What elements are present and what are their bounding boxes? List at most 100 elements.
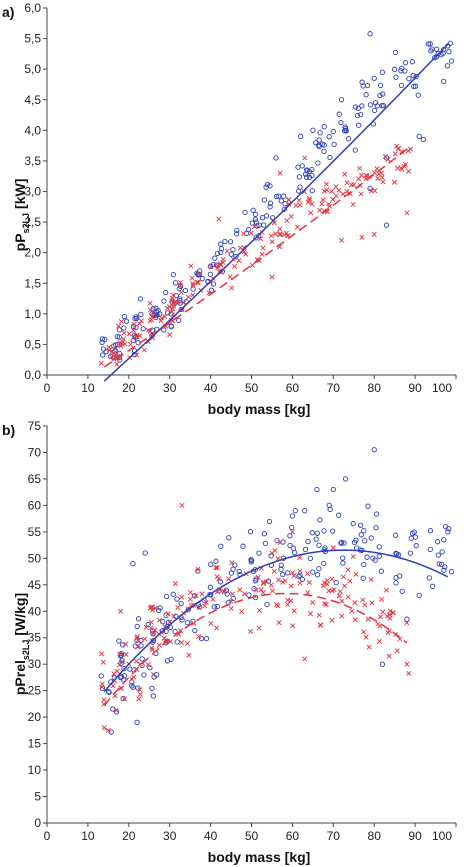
chart-a-point-circle [252,211,259,218]
chart-a-point-circle [392,49,399,56]
chart-b-point-circle [191,593,198,599]
chart-a-x-tick-label: 0 [44,381,51,395]
chart-a-point-cross [189,275,195,281]
chart-b-point-circle [340,560,346,566]
chart-b-point-cross [253,587,259,593]
chart-b-point-circle [278,562,284,568]
chart-a-point-cross [237,245,243,251]
chart-b-point-cross [149,604,155,610]
chart-b-y-tick-label: 65 [28,472,42,486]
chart-a-point-cross [188,263,194,269]
chart-b-point-cross [152,605,159,611]
chart-b-point-cross [228,598,234,604]
chart-a-point-cross [248,230,254,236]
chart-b-point-circle [361,528,367,534]
chart-a-point-cross [109,354,115,360]
chart-a-point-cross [260,245,266,251]
chart-a-x-axis-title: body mass [kg] [208,401,311,417]
chart-a-point-cross [251,224,258,230]
chart-a-point-cross [177,279,183,286]
chart-b-point-circle [368,535,374,541]
chart-b-point-circle [309,530,315,536]
chart-b-y-tick-label: 75 [28,419,42,433]
chart-b-y-tick-label: 15 [28,737,42,751]
chart-b-point-circle [302,508,308,514]
chart-b-point-circle [330,528,336,534]
chart-a-y-tick-label: 0,5 [24,337,41,351]
chart-b-point-circle [174,639,180,645]
chart-a-point-cross [288,213,294,220]
chart-b-point-circle [364,554,370,560]
chart-b-point-cross [353,571,359,577]
chart-b-point-circle [192,627,198,634]
chart-a-point-circle [359,103,365,109]
chart-a-point-circle [150,306,156,312]
chart-b-point-cross [260,579,266,585]
chart-b-point-circle [130,560,136,567]
chart-b-point-cross [156,642,162,648]
chart-b-point-cross [255,574,261,580]
chart-b-point-cross [361,629,367,635]
chart-a-point-cross [277,232,283,238]
chart-b-point-circle [438,561,445,568]
chart-a-y-axis-title-unit: [kW] [12,179,28,209]
chart-b-point-cross [199,591,205,597]
chart-b-point-cross [131,674,137,680]
chart-a-point-circle [172,280,179,286]
chart-b-point-circle [339,539,345,546]
chart-b-point-circle [427,528,434,534]
chart-b-point-circle [149,685,155,692]
chart-a-point-circle [425,41,432,47]
chart-a-point-circle [315,160,321,166]
chart-a-point-cross [173,299,179,305]
chart-b-point-cross [339,598,345,604]
chart-b-point-circle [274,537,280,544]
chart-b-point-circle [248,559,254,565]
chart-a-point-cross [359,234,365,240]
chart-a-point-circle [137,296,144,302]
chart-a-x-tick-label: 80 [368,381,382,395]
chart-a-point-circle [227,239,234,245]
chart-b-point-circle [132,643,138,649]
chart-a-point-circle [415,92,421,98]
chart-b-point-circle [142,550,148,556]
chart-a-point-cross [286,201,292,207]
chart-b-point-cross [337,588,343,595]
chart-b-point-circle [134,623,140,630]
chart-a-point-circle [352,104,359,110]
chart-a-point-circle [427,41,433,47]
chart-a-point-cross [399,149,405,155]
chart-a-point-cross [114,351,120,357]
chart-a-point-cross [150,310,156,316]
chart-a-point-circle [432,55,438,61]
chart-b-point-circle [178,600,184,607]
chart-b-point-cross [285,597,291,603]
chart-b-point-cross [302,656,308,662]
chart-a-point-cross [179,307,185,313]
chart-a-point-cross [169,309,175,315]
chart-a-point-cross [178,289,184,296]
chart-a-point-cross [308,210,314,216]
chart-a-point-circle [253,219,259,225]
chart-b-marks [98,447,455,735]
chart-b-point-cross [196,633,202,640]
chart-b-point-cross [193,593,199,599]
chart-b-point-cross [203,599,209,605]
chart-b-series-2 [98,502,412,733]
chart-b-point-circle [399,588,405,594]
chart-b-point-cross [360,597,366,603]
chart-b-x-tick-label: 20 [122,829,136,843]
chart-a-point-circle [363,92,369,98]
chart-b-relative-power: b) pPrels2LJ [W/kg] body mass [kg] 0 5 10 15… [2,419,457,865]
chart-a-point-cross [232,263,238,269]
chart-a-point-circle [343,127,349,133]
chart-a-point-circle [371,107,378,114]
chart-a-point-circle [402,59,409,66]
chart-a-point-circle [360,83,366,89]
chart-b-point-circle [407,550,414,556]
chart-b-point-cross [196,605,202,611]
chart-a-y-tick-label: 1,5 [24,276,41,290]
chart-b-point-cross [135,644,141,650]
chart-b-point-circle [116,638,122,644]
